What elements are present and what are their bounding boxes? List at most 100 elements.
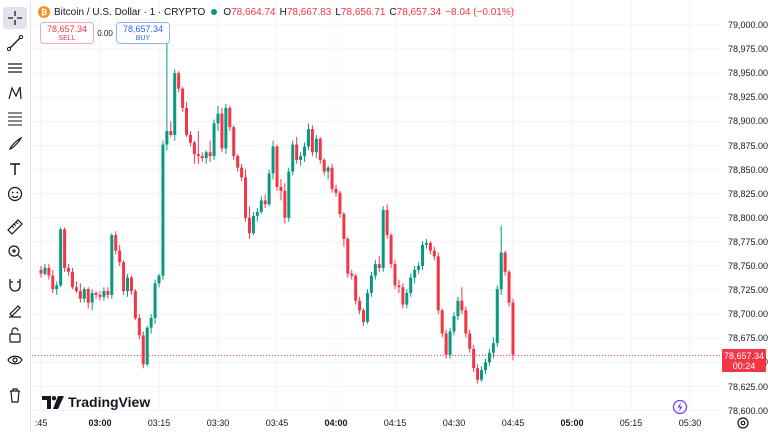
candle-body <box>228 107 232 128</box>
drawing-toolbar <box>0 0 31 432</box>
lock-draw-tool[interactable] <box>3 299 27 321</box>
brush-tool[interactable] <box>3 133 27 155</box>
candle-body <box>122 262 126 292</box>
candle <box>169 121 173 137</box>
candle-body <box>417 266 421 270</box>
fib-tool[interactable] <box>3 107 27 129</box>
trend-line-icon <box>6 34 24 52</box>
candle <box>314 134 318 159</box>
magnet-tool[interactable] <box>3 274 27 296</box>
candle-body <box>401 287 405 305</box>
candle-body <box>224 107 228 149</box>
candle-body <box>59 229 63 286</box>
candle <box>295 136 299 164</box>
emoji-tool[interactable] <box>3 183 27 205</box>
candle-body <box>259 200 263 213</box>
candle <box>448 327 452 359</box>
trend-line-tool[interactable] <box>3 32 27 54</box>
candle <box>405 289 409 309</box>
candle <box>354 273 358 305</box>
price-axis[interactable]: 79,000.00 78,975.00 78,950.00 78,925.00 78,9… <box>722 0 768 416</box>
candle-body <box>102 291 106 297</box>
zoom-in-tool[interactable] <box>3 241 27 263</box>
price-tick-label: 78,925.00 <box>728 92 768 103</box>
candle <box>102 287 106 301</box>
candle-body <box>279 186 283 191</box>
fib-icon <box>8 112 22 126</box>
candle-body <box>338 192 342 214</box>
candle <box>114 231 118 255</box>
lightning-icon[interactable] <box>672 399 688 415</box>
candle <box>460 287 464 315</box>
chart-pane[interactable] <box>32 0 722 412</box>
time-axis[interactable]: :45 03:00 03:15 03:30 03:45 04:00 04:15 04:30 04… <box>32 412 722 432</box>
candle <box>106 287 110 299</box>
candle-body <box>63 229 67 268</box>
pattern-tool[interactable] <box>3 82 27 104</box>
candle <box>424 239 428 249</box>
text-tool[interactable] <box>3 158 27 180</box>
candle <box>487 348 491 367</box>
candle <box>185 102 189 137</box>
candle-body <box>472 348 476 369</box>
price-tick-label: 78,775.00 <box>728 236 768 247</box>
eye-tool[interactable] <box>3 349 27 371</box>
candle-body <box>74 287 78 292</box>
candle <box>306 123 310 151</box>
symbol-title[interactable]: Bitcoin / U.S. Dollar · 1 · CRYPTO <box>54 6 206 18</box>
candle <box>338 190 342 218</box>
trade-panel: 78,657.34 SELL 0.00 78,657.34 BUY <box>40 21 170 45</box>
candle <box>43 264 47 276</box>
candle <box>67 264 71 276</box>
candle <box>208 140 212 162</box>
candle <box>228 105 232 132</box>
candle-body <box>78 291 82 299</box>
time-tick-label: 04:15 <box>383 418 407 428</box>
candlestick-chart[interactable] <box>32 0 722 412</box>
candle <box>428 240 432 255</box>
candle <box>263 194 267 209</box>
buy-button[interactable]: 78,657.34 BUY <box>116 22 170 44</box>
time-tick-label: 03:00 <box>88 418 112 428</box>
ruler-tool[interactable] <box>3 216 27 238</box>
candle <box>358 296 362 315</box>
candle <box>369 271 373 297</box>
candle <box>480 366 484 382</box>
candle <box>389 233 393 268</box>
crosshair-tool[interactable] <box>3 7 27 29</box>
horizontal-lines-tool[interactable] <box>3 57 27 79</box>
settings-icon[interactable] <box>736 416 750 430</box>
candle-body <box>299 156 303 160</box>
candle <box>74 281 78 293</box>
tradingview-logo-icon <box>42 395 64 409</box>
candle-body <box>342 213 346 240</box>
candle <box>397 279 401 293</box>
candle <box>373 260 377 280</box>
sell-button[interactable]: 78,657.34 SELL <box>40 22 94 44</box>
candle <box>495 285 499 347</box>
candle-body <box>236 156 240 168</box>
candle-body <box>114 235 118 251</box>
candle <box>362 308 366 326</box>
candle <box>318 136 322 164</box>
candle-body <box>165 131 169 145</box>
tradingview-logo[interactable]: TradingView <box>42 394 150 410</box>
candle-body <box>448 331 452 355</box>
candle <box>224 104 228 155</box>
candle-body <box>334 188 338 193</box>
unlock-tool[interactable] <box>3 324 27 346</box>
candle <box>468 329 472 353</box>
candle-body <box>267 173 271 205</box>
candle-body <box>55 285 59 290</box>
candle-body <box>86 289 90 303</box>
candle <box>476 364 480 384</box>
candle <box>385 204 389 240</box>
price-tick-label: 78,850.00 <box>728 164 768 175</box>
candle-body <box>421 244 425 266</box>
candle <box>177 71 181 93</box>
candle-body <box>487 352 491 363</box>
candle-body <box>483 362 487 371</box>
candle-body <box>480 370 484 380</box>
time-tick-label: :45 <box>34 418 48 428</box>
trash-tool[interactable] <box>3 384 27 406</box>
